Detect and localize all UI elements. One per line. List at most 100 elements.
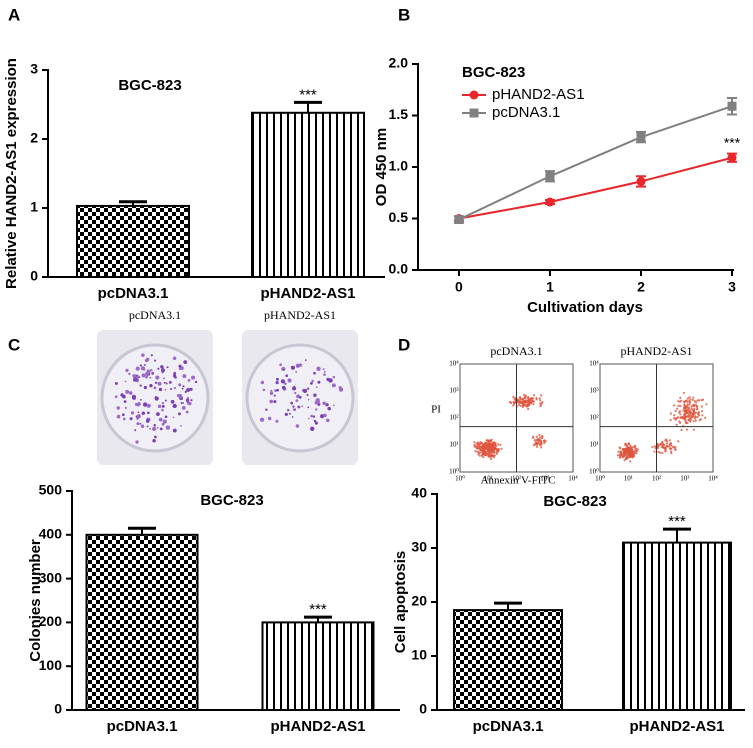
y-tick-label: 0 — [419, 701, 427, 717]
flow-tick-label: 10³ — [680, 475, 689, 483]
colony — [132, 396, 136, 400]
colony — [333, 404, 335, 407]
event-dot — [519, 404, 522, 407]
colony — [125, 389, 130, 394]
event-dot — [624, 444, 627, 447]
event-dot — [686, 404, 689, 407]
bar — [453, 609, 563, 711]
colony — [316, 400, 320, 405]
event-dot — [692, 404, 696, 407]
colony — [288, 412, 291, 415]
event-dot — [680, 428, 683, 432]
event-dot — [700, 405, 703, 408]
colony — [310, 414, 314, 418]
event-dot — [669, 444, 673, 447]
colony — [287, 409, 290, 412]
colony — [128, 372, 131, 376]
event-dot — [631, 446, 634, 449]
event-dot — [631, 452, 634, 455]
colony — [159, 427, 163, 431]
event-dot — [532, 444, 536, 447]
event-dot — [527, 407, 530, 410]
colony — [161, 404, 165, 408]
event-dot — [630, 454, 633, 457]
event-dot — [690, 405, 693, 408]
event-dot — [522, 401, 525, 404]
event-dot — [675, 423, 678, 426]
y-tick-label: 100 — [39, 657, 63, 673]
colony — [139, 403, 141, 406]
event-dot — [636, 448, 640, 451]
x-tick-label: 2 — [637, 279, 645, 295]
colony — [273, 394, 276, 397]
colony — [274, 389, 277, 392]
event-dot — [670, 452, 673, 455]
event-dot — [695, 404, 699, 408]
colony — [332, 375, 336, 379]
event-dot — [670, 447, 673, 450]
point — [545, 171, 555, 181]
colony — [166, 366, 169, 369]
colony — [285, 374, 288, 378]
colony — [265, 408, 268, 411]
event-dot — [526, 400, 529, 403]
colony — [178, 383, 182, 387]
event-dot — [494, 445, 497, 448]
event-dot — [658, 451, 662, 454]
colony — [120, 393, 124, 397]
event-dot — [531, 436, 534, 439]
colony — [123, 400, 127, 404]
event-dot — [477, 444, 480, 448]
colony — [269, 391, 274, 396]
flow-tick-label: 10⁴ — [568, 475, 578, 483]
colony — [164, 389, 167, 391]
flow-tick-label: 10² — [589, 414, 598, 422]
event-dot — [685, 399, 688, 402]
colony — [161, 408, 164, 412]
image-label: pHAND2-AS1 — [621, 344, 693, 358]
colony — [323, 401, 326, 405]
event-dot — [693, 407, 696, 411]
colony — [312, 415, 316, 418]
colony — [161, 368, 165, 373]
event-dot — [527, 397, 530, 400]
event-dot — [674, 418, 677, 421]
colony — [270, 389, 273, 393]
colony — [133, 377, 138, 382]
event-dot — [494, 442, 497, 445]
event-dot — [539, 404, 542, 408]
colony — [161, 402, 164, 404]
event-dot — [488, 455, 491, 458]
event-dot — [690, 416, 693, 419]
event-dot — [487, 450, 490, 453]
flow-tick-label: 10⁴ — [449, 360, 459, 368]
colony — [327, 406, 331, 411]
y-tick-label: 300 — [39, 569, 63, 585]
event-dot — [485, 439, 489, 442]
colony — [122, 417, 126, 421]
colony — [154, 359, 157, 362]
y-tick-label: 0.0 — [389, 261, 409, 277]
event-dot — [683, 405, 686, 408]
colony — [331, 383, 336, 388]
event-dot — [686, 397, 690, 400]
colony — [138, 376, 141, 378]
colony — [189, 387, 193, 391]
colony — [173, 371, 177, 375]
event-dot — [619, 452, 623, 455]
y-tick-label: 1.5 — [389, 106, 409, 122]
colony — [135, 366, 140, 371]
event-dot — [696, 415, 699, 419]
colony — [183, 360, 188, 364]
colony — [279, 363, 283, 367]
colony — [186, 401, 191, 405]
colony — [143, 368, 146, 371]
event-dot — [626, 457, 629, 460]
y-axis-label: Relative HAND2-AS1 expression — [3, 58, 20, 289]
event-dot — [513, 402, 516, 405]
colony — [154, 396, 159, 401]
colony — [283, 369, 285, 371]
colony — [178, 364, 182, 368]
bar — [251, 111, 365, 278]
colony — [160, 365, 164, 369]
